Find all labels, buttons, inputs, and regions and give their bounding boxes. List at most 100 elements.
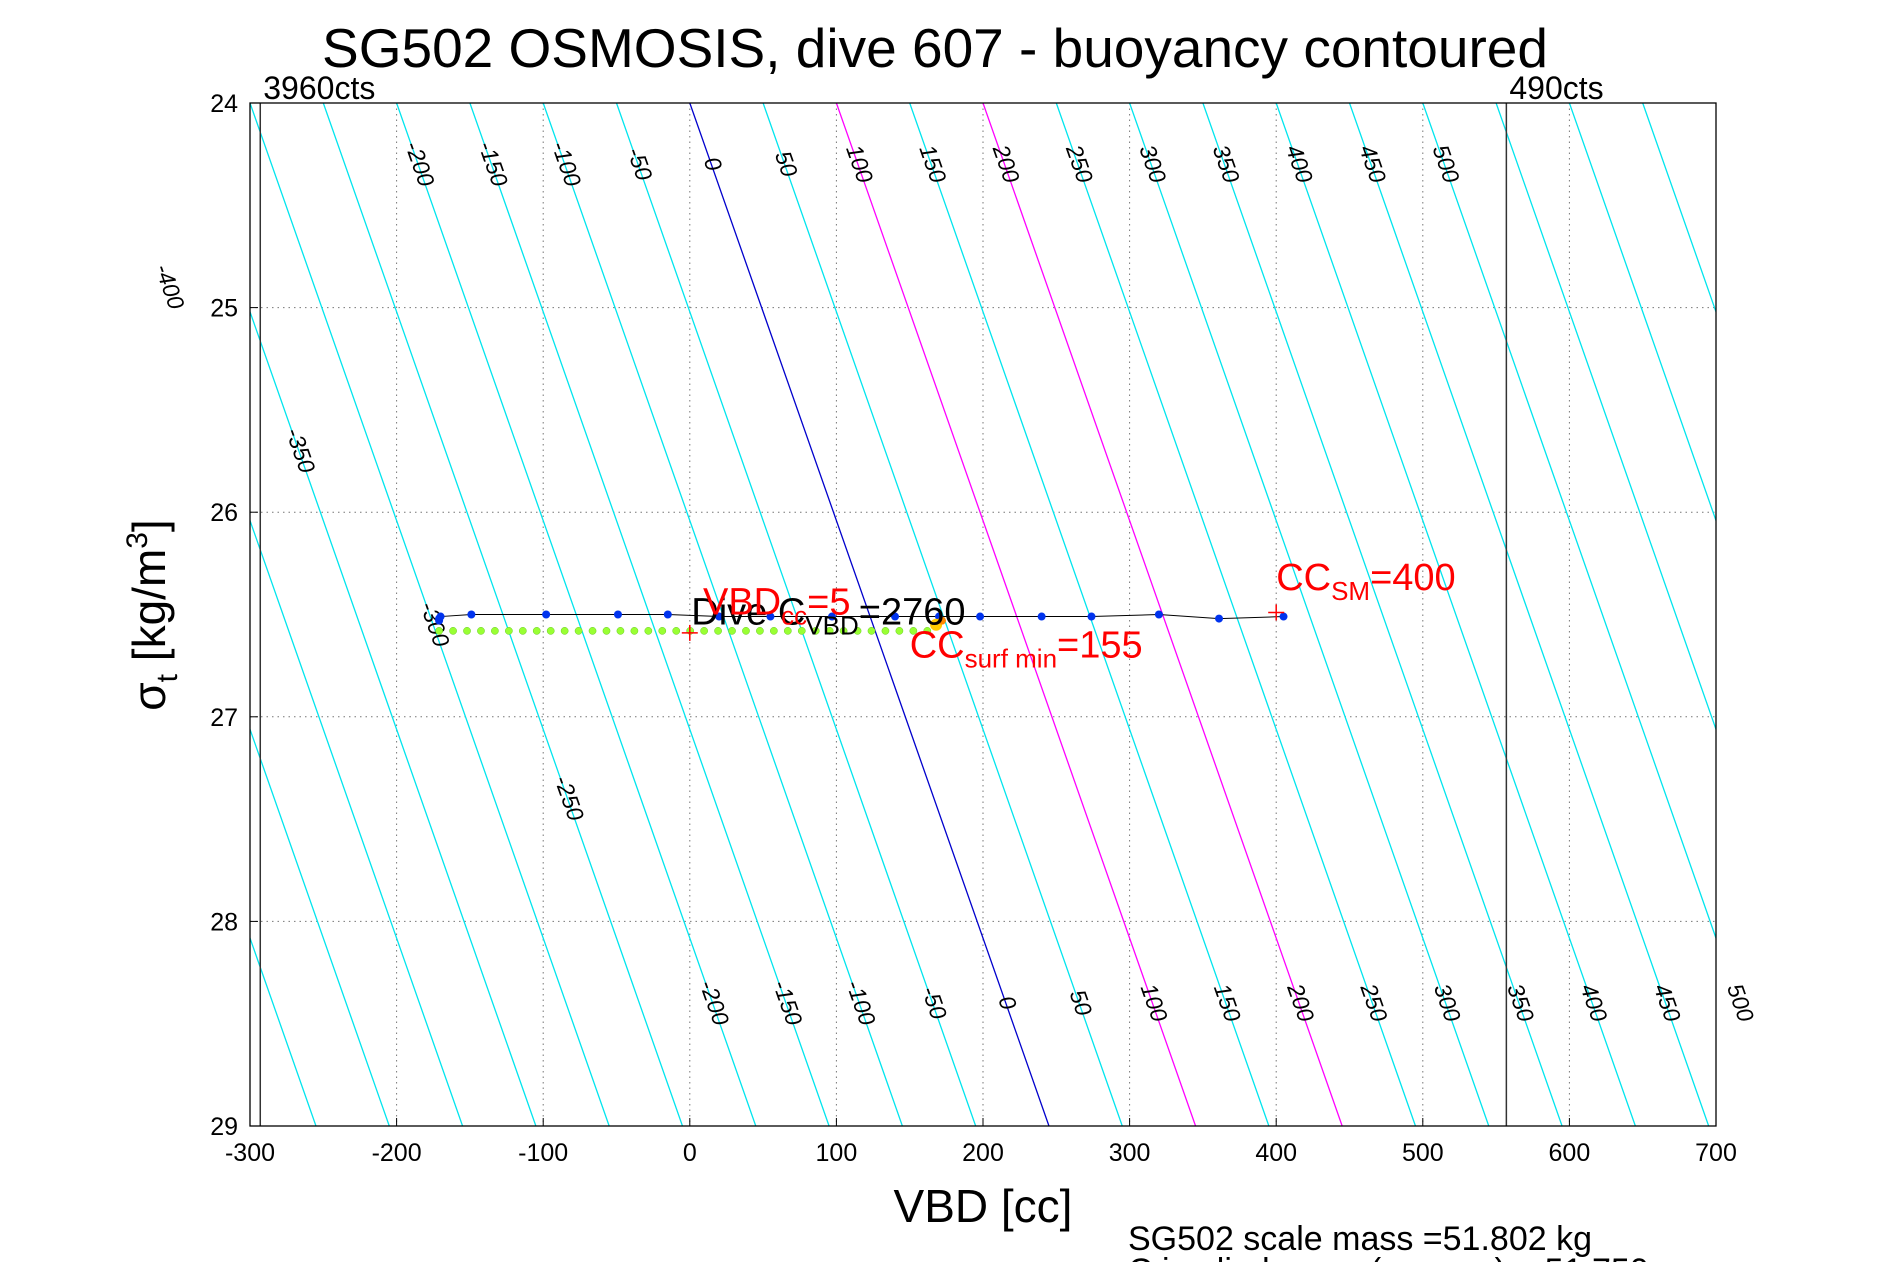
contour-label: -150 [473, 138, 513, 190]
climb-point [435, 627, 443, 635]
climb-point [923, 627, 932, 635]
dive-point [1154, 610, 1163, 619]
climb-point [728, 627, 736, 635]
dive-point [828, 612, 837, 621]
contour-label: 200 [987, 140, 1025, 186]
climb-point [560, 627, 569, 635]
dive-point [436, 612, 445, 621]
contour-label: 450 [1354, 141, 1391, 186]
contour-label: -50 [622, 144, 658, 184]
contour-line-neg300 [250, 103, 610, 1126]
annotation-cc-surf-min: CCsurf min=155 [910, 624, 1143, 673]
y-tick-label: 26 [210, 499, 238, 527]
contour-line-0 [689, 103, 1050, 1126]
contour-line-100 [835, 103, 1197, 1126]
contour-label: -100 [841, 977, 881, 1029]
annotation-dive-c-vbd-sub: VBD [805, 611, 858, 641]
climb-point [449, 627, 457, 635]
y-axis-label-symbol: σ [123, 682, 175, 710]
x-tick-label: 400 [1255, 1139, 1297, 1167]
annotation-cc-surf-min-value: =155 [1057, 624, 1143, 666]
annotation-cc-surf-min-sub: surf min [965, 643, 1057, 673]
annotation-cc-sm: CCSM=400 [1276, 557, 1455, 606]
climb-point [700, 627, 708, 635]
dive-point [613, 610, 622, 619]
contour-label: 100 [841, 141, 878, 186]
contour-line-450 [1348, 103, 1710, 1126]
y-axis-label-sup: 3 [121, 532, 154, 549]
footer-line-1: SG502 scale mass =51.802 kg [1128, 1220, 1592, 1258]
annotation-cc-sm-sub: SM [1331, 576, 1370, 606]
annotation-vbd-cc-sub: cc [781, 601, 807, 631]
buoyancy-contours [0, 103, 1716, 1126]
y-tick-label: 27 [210, 704, 238, 732]
y-tick-label: 29 [210, 1113, 238, 1141]
x-tick-label: 300 [1109, 1139, 1151, 1167]
contour-label: 50 [1064, 986, 1097, 1019]
x-tick-label: 0 [683, 1139, 697, 1167]
contour-label: 50 [770, 147, 803, 180]
contour-label: 300 [1134, 141, 1171, 186]
x-tick-label: -300 [225, 1139, 275, 1167]
dive-path-line [438, 613, 1284, 621]
y-axis-label: σt [kg/m3] [121, 519, 184, 710]
vbd-limit-label: 490cts [1509, 70, 1603, 106]
climb-point [895, 627, 904, 635]
contour-label: 300 [1429, 980, 1466, 1025]
climb-point [532, 627, 541, 635]
contour-label: 100 [1136, 980, 1173, 1025]
y-axis-label-sub: t [151, 673, 184, 682]
contour-line-250 [1055, 103, 1417, 1126]
y-axis-ticks: 24 25 26 27 28 29 [210, 90, 258, 1141]
climb-point [546, 627, 555, 635]
x-tick-label: 100 [816, 1139, 858, 1167]
climb-point [658, 627, 667, 635]
y-tick-label: 25 [210, 295, 238, 323]
vbd-limit-lines: 3960cts 490cts [259, 70, 1604, 1126]
contour-label: -200 [400, 138, 440, 190]
contour-line-neg500 [250, 936, 317, 1126]
climb-point [491, 627, 499, 635]
climb-point [477, 627, 485, 635]
annotation-dive-c-vbd-value: =2760 [859, 592, 966, 634]
contour-label: -200 [695, 977, 735, 1029]
contour-line-neg350 [250, 309, 537, 1126]
contour-label: 350 [1208, 141, 1245, 186]
contour-label: 250 [1355, 979, 1393, 1025]
climb-point [783, 627, 792, 635]
contour-line-400 [1275, 103, 1636, 1126]
x-tick-label: 600 [1549, 1139, 1591, 1167]
y-tick-label: 28 [210, 908, 238, 936]
contour-line-neg550 [0, 103, 243, 1126]
contour-line-600 [1568, 103, 1716, 523]
contour-label: 250 [1061, 140, 1099, 186]
y-tick-label: 24 [210, 90, 238, 118]
climb-point [616, 627, 625, 635]
climb-point [714, 627, 722, 635]
y-axis-label-close: ] [123, 519, 175, 532]
x-tick-label: 500 [1402, 1139, 1444, 1167]
contour-line-650 [1642, 103, 1716, 314]
climb-point [867, 627, 876, 635]
footer-line-2: C implied mass (apogee) = 51.750 [1128, 1252, 1649, 1262]
climb-point [588, 627, 597, 635]
dive-point [663, 610, 672, 619]
dive-point [766, 612, 775, 621]
x-tick-label: 700 [1695, 1139, 1737, 1167]
climb-point [505, 627, 513, 635]
contour-label: 450 [1649, 980, 1686, 1025]
contour-line-50 [762, 103, 1123, 1126]
annotation-cc-surf-min-main: CC [910, 624, 965, 666]
contour-label: -250 [549, 772, 589, 824]
annotation-dive-c-vbd-pre: Dive C [691, 592, 805, 634]
annotation-cc-sm-value: =400 [1370, 557, 1456, 599]
contour-label: 400 [1575, 980, 1612, 1025]
contour-label: 350 [1502, 980, 1539, 1025]
climb-point [770, 627, 778, 635]
climb-point [839, 627, 848, 635]
contour-label: 400 [1281, 141, 1318, 186]
contour-line-350 [1202, 103, 1563, 1126]
climb-point [574, 627, 583, 635]
dive-point [976, 612, 985, 621]
